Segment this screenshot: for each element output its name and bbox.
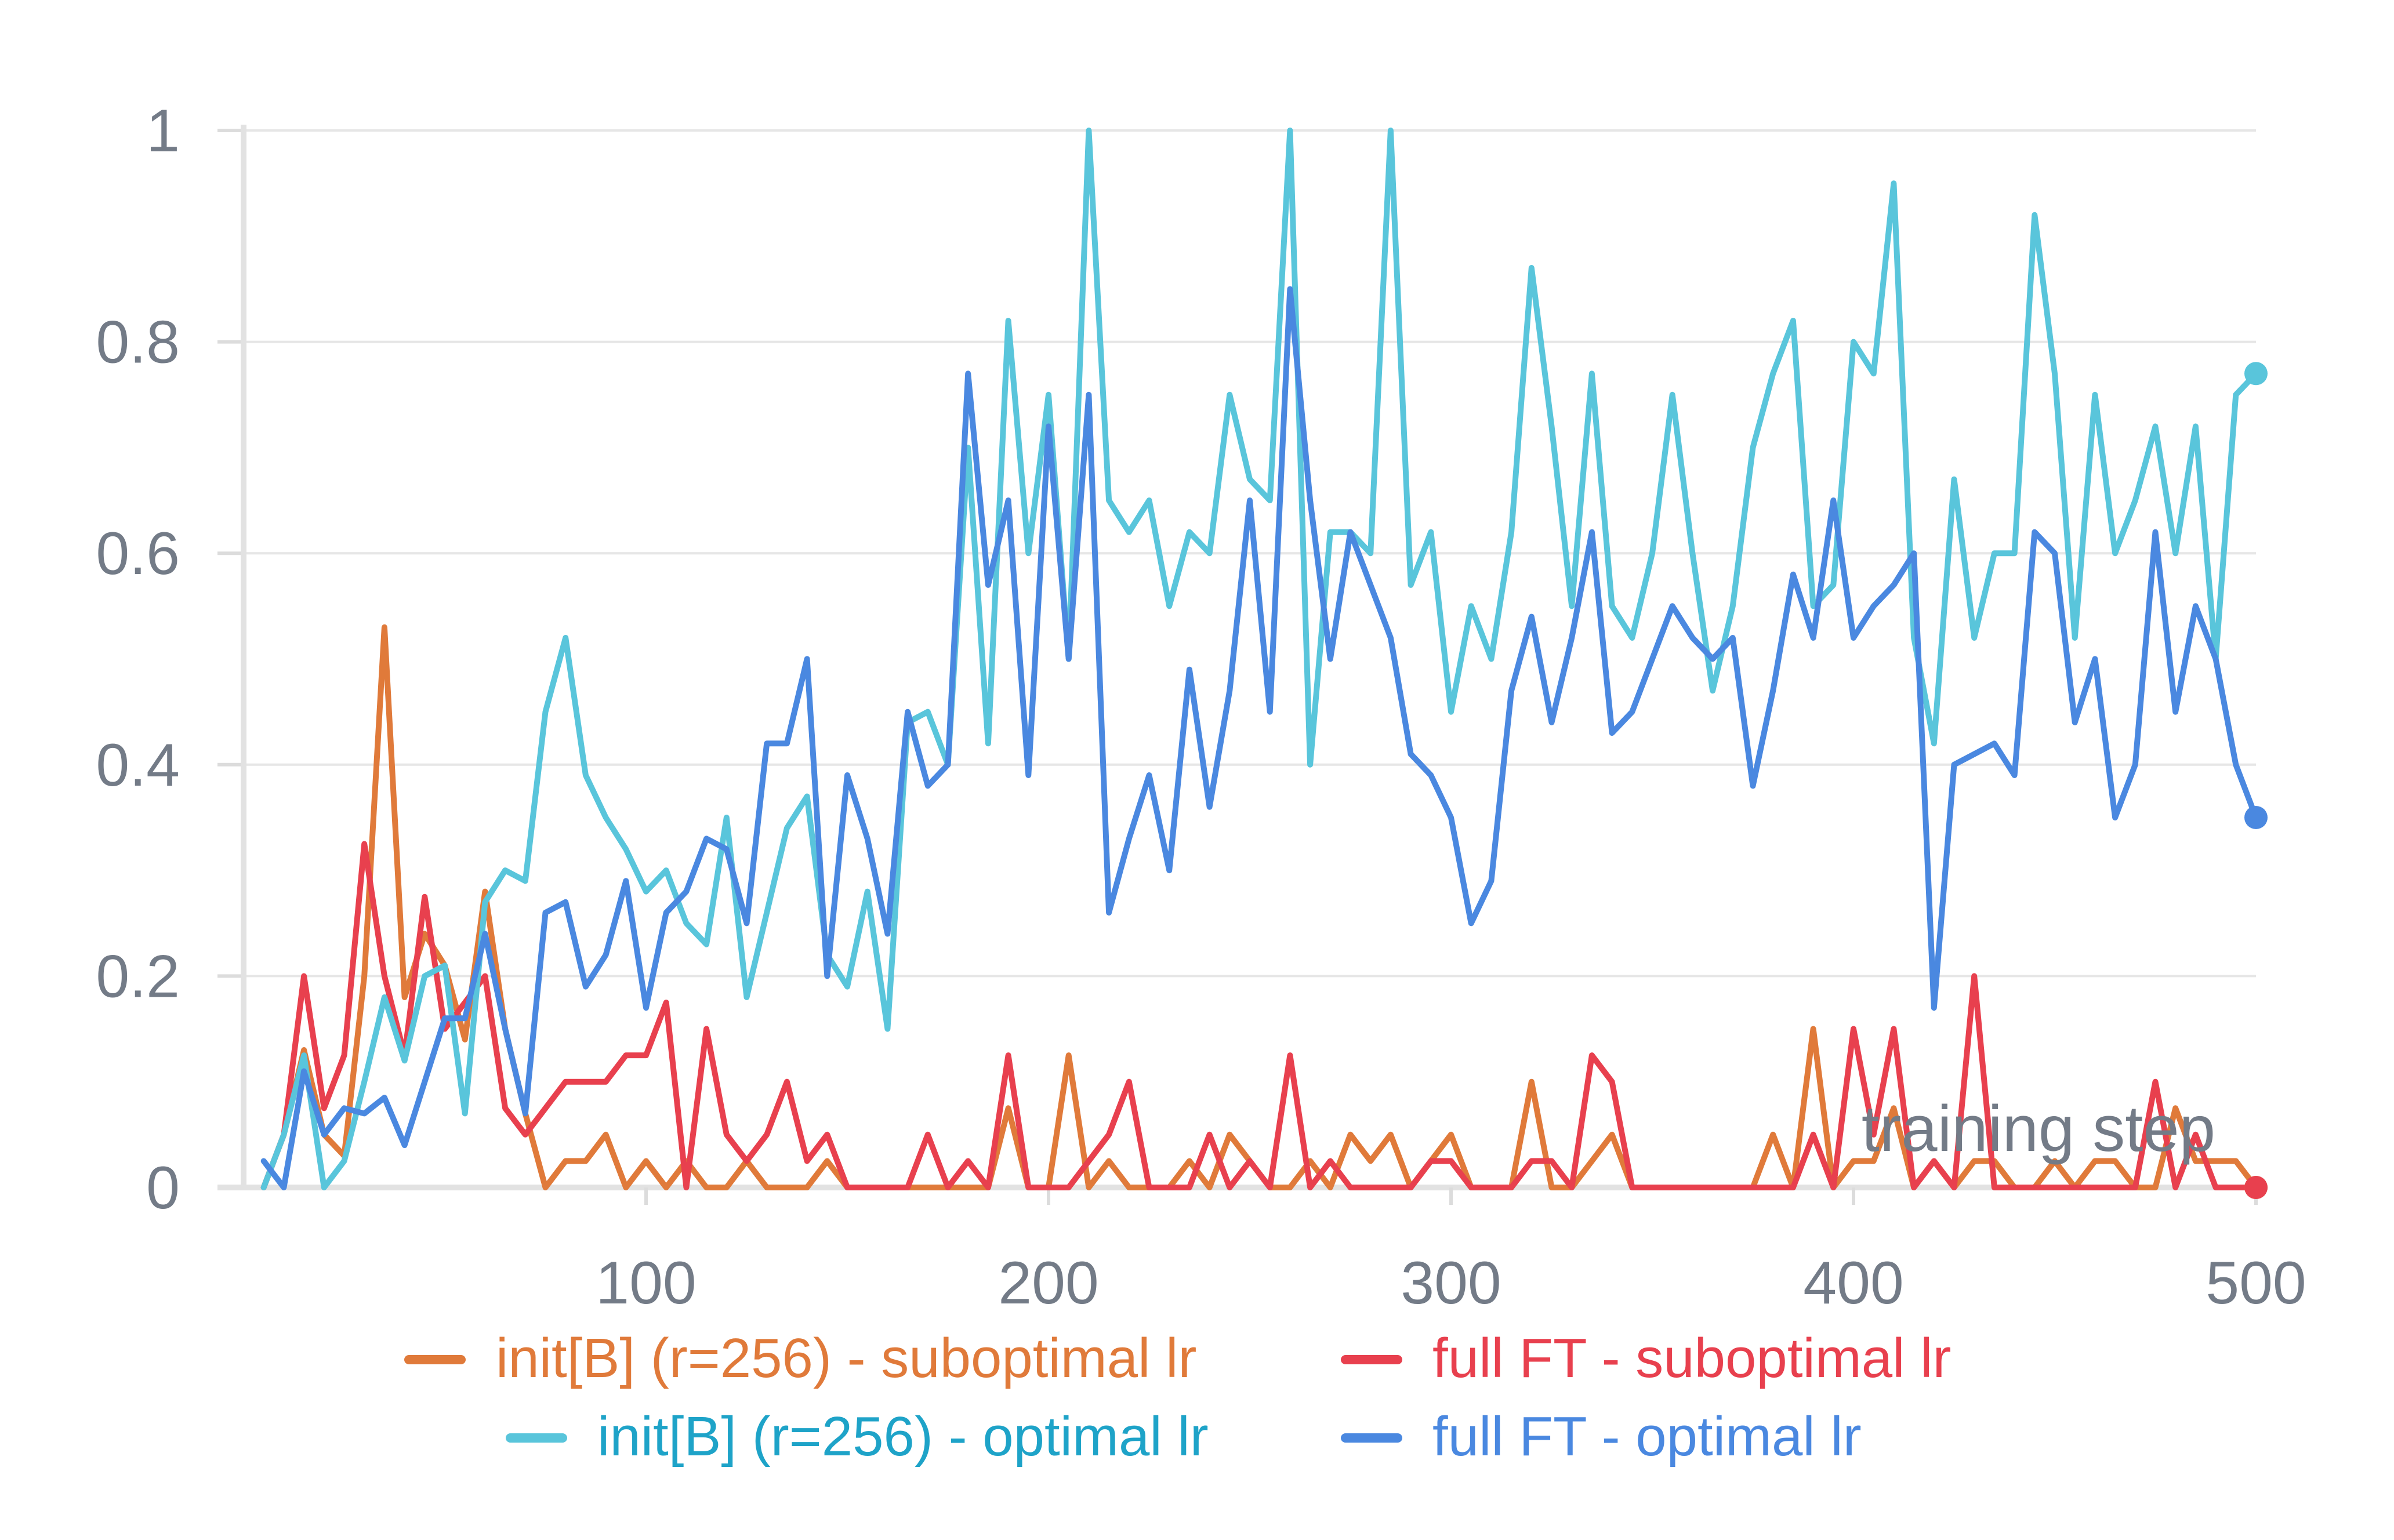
marker-layer (2244, 362, 2268, 1199)
series-layer (260, 128, 2259, 1190)
legend-label-4: full FT - optimal lr (1432, 1405, 1862, 1468)
x-tick-label: 100 (596, 1250, 697, 1317)
series-end-marker-3 (2244, 362, 2268, 386)
y-tick-label: 0 (146, 1154, 180, 1222)
series-line-2 (260, 841, 2259, 1190)
y-tick-label: 1 (146, 97, 180, 165)
x-tick-label: 200 (998, 1250, 1099, 1317)
series-end-marker-4 (2244, 805, 2268, 829)
axis-layer: 0 0.2 0.4 0.6 0.8 1 100 200 300 400 500 (96, 97, 2306, 1317)
x-tick-label: 300 (1401, 1250, 1501, 1317)
legend-label-2: full FT - suboptimal lr (1432, 1327, 1951, 1389)
series-line-3 (260, 128, 2259, 1190)
legend-label-3: init[B] (r=256) - optimal lr (597, 1405, 1209, 1468)
x-axis-label: training step (1862, 1092, 2215, 1165)
x-tick-label: 500 (2206, 1250, 2306, 1317)
y-tick-label: 0.8 (96, 309, 180, 376)
legend: init[B] (r=256) - suboptimal lr full FT -… (404, 1327, 1951, 1468)
series-end-marker-2 (2244, 1176, 2268, 1199)
y-tick-label: 0.6 (96, 520, 180, 587)
series-line-4 (260, 286, 2259, 1190)
y-tick-label: 0.4 (96, 732, 180, 799)
x-tick-label: 400 (1803, 1250, 1904, 1317)
y-tick-label: 0.2 (96, 943, 180, 1010)
legend-label-1: init[B] (r=256) - suboptimal lr (496, 1327, 1196, 1389)
grid-layer (244, 129, 2256, 1189)
